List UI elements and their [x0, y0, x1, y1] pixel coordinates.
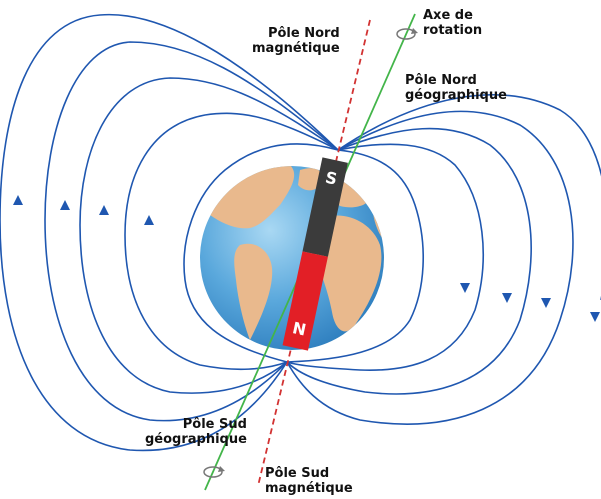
label-magnetic-north: Pôle Nord magnétique — [252, 26, 340, 56]
field-line-left-2 — [44, 41, 339, 422]
label-magnetic-south: Pôle Sud magnétique — [265, 466, 353, 496]
field-line-right-2 — [286, 110, 574, 425]
arrow-right-3 — [541, 298, 551, 308]
magnet-south-half — [302, 157, 348, 257]
label-geographic-north: Pôle Nord géographique — [405, 73, 507, 103]
field-line-left-5 — [183, 143, 339, 363]
arrow-left-1 — [13, 195, 23, 205]
bar-magnet: S N — [282, 157, 348, 351]
field-line-right-3 — [286, 127, 532, 395]
field-line-left-3 — [79, 77, 339, 394]
label-geographic-south: Pôle Sud géographique — [145, 417, 247, 447]
magnet-north-half — [282, 251, 328, 351]
rotation-arrow-icon — [203, 466, 225, 478]
rotation-arrow-icon — [396, 28, 418, 40]
arrow-right-4 — [590, 312, 600, 322]
field-line-right-1 — [337, 94, 601, 300]
field-line-arrows — [13, 195, 600, 322]
arrow-left-3 — [99, 205, 109, 215]
field-line-right-4 — [286, 143, 484, 372]
magnet-south-label: S — [324, 168, 339, 189]
continent-south-america — [234, 243, 273, 340]
arrow-left-2 — [60, 200, 70, 210]
field-line-right-5 — [286, 149, 424, 363]
field-line-left-1 — [0, 13, 339, 452]
arrow-left-4 — [144, 215, 154, 225]
label-rotation-axis: Axe de rotation — [423, 8, 483, 38]
arrow-right-1 — [460, 283, 470, 293]
arrow-right-2 — [502, 293, 512, 303]
magnet-north-label: N — [291, 318, 308, 339]
continent-greenland — [298, 168, 323, 191]
field-line-left-4 — [124, 112, 339, 371]
magnetic-field-lines — [0, 13, 601, 452]
